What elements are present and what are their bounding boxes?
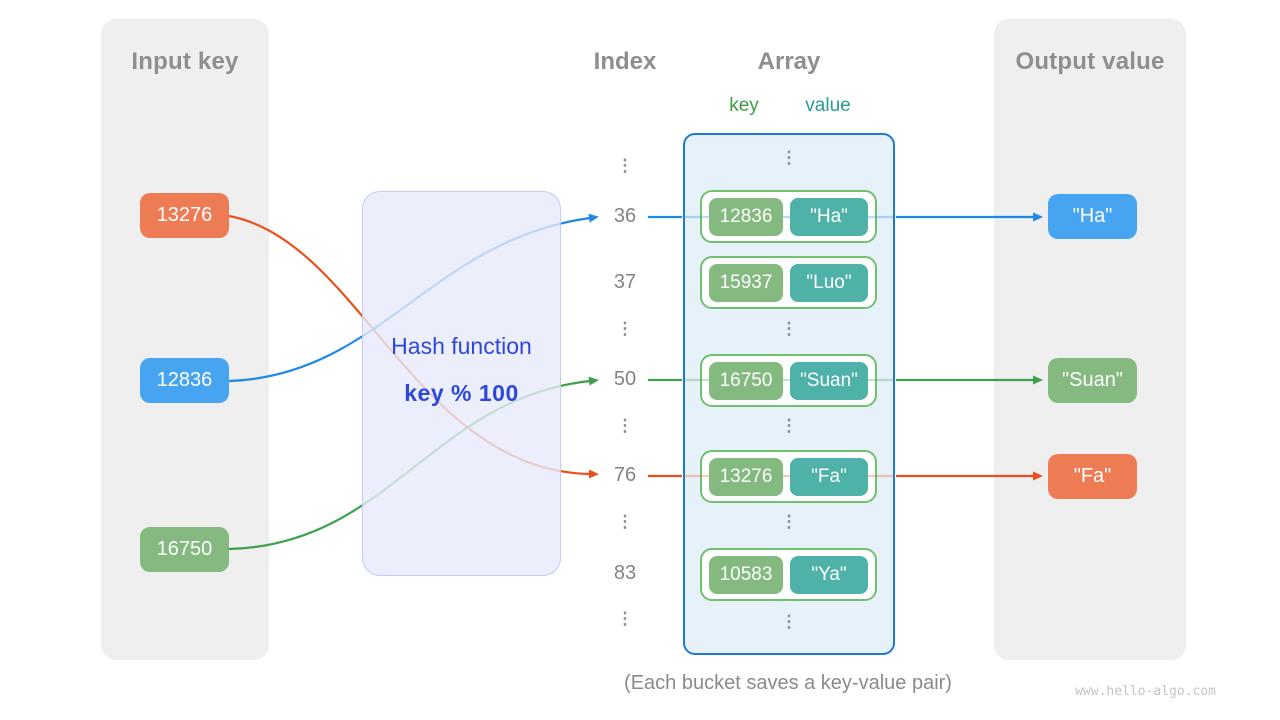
array-header: Array [757,48,821,75]
index-ellipsis: ⋮ [616,319,634,338]
index-ellipsis: ⋮ [616,609,634,628]
array-ellipsis: ⋮ [780,319,798,338]
bucket-key: 15937 [709,263,783,302]
index-label: 37 [613,271,637,293]
bucket-value: "Fa" [790,457,868,496]
output-value-box: "Fa" [1048,454,1137,499]
bucket: 13276 "Fa" [700,450,877,503]
bucket-key: 16750 [709,361,783,400]
bucket-value: "Ha" [790,197,868,236]
bucket-value: "Suan" [790,361,868,400]
bucket-key: 13276 [709,457,783,496]
index-label: 76 [613,464,637,486]
array-ellipsis: ⋮ [780,512,798,531]
index-ellipsis: ⋮ [616,416,634,435]
input-key-box: 16750 [140,527,229,572]
index-header: Index [593,48,657,75]
hash-function-title: Hash function [391,333,532,359]
array-ellipsis: ⋮ [780,148,798,167]
output-panel: Output value [994,19,1186,660]
output-value-box: "Ha" [1048,194,1137,239]
input-panel-title: Input key [131,48,239,75]
hash-function-formula: key % 100 [404,380,519,406]
array-key-header: key [729,95,759,116]
hash-function-box: Hash function key % 100 [362,191,561,576]
output-value-box: "Suan" [1048,358,1137,403]
output-panel-title: Output value [1015,48,1165,75]
bucket: 15937 "Luo" [700,256,877,309]
bucket: 12836 "Ha" [700,190,877,243]
index-label: 83 [613,562,637,584]
input-key-box: 13276 [140,193,229,238]
caption: (Each bucket saves a key-value pair) [624,672,952,694]
bucket: 16750 "Suan" [700,354,877,407]
index-label: 50 [613,368,637,390]
bucket-value: "Luo" [790,263,868,302]
bucket-key: 10583 [709,555,783,594]
index-label: 36 [613,205,637,227]
index-ellipsis: ⋮ [616,512,634,531]
array-ellipsis: ⋮ [780,416,798,435]
bucket: 10583 "Ya" [700,548,877,601]
bucket-key: 12836 [709,197,783,236]
bucket-value: "Ya" [790,555,868,594]
array-ellipsis: ⋮ [780,612,798,631]
index-ellipsis: ⋮ [616,156,634,175]
input-key-box: 12836 [140,358,229,403]
watermark: www.hello-algo.com [1075,684,1216,699]
array-value-header: value [805,95,851,116]
